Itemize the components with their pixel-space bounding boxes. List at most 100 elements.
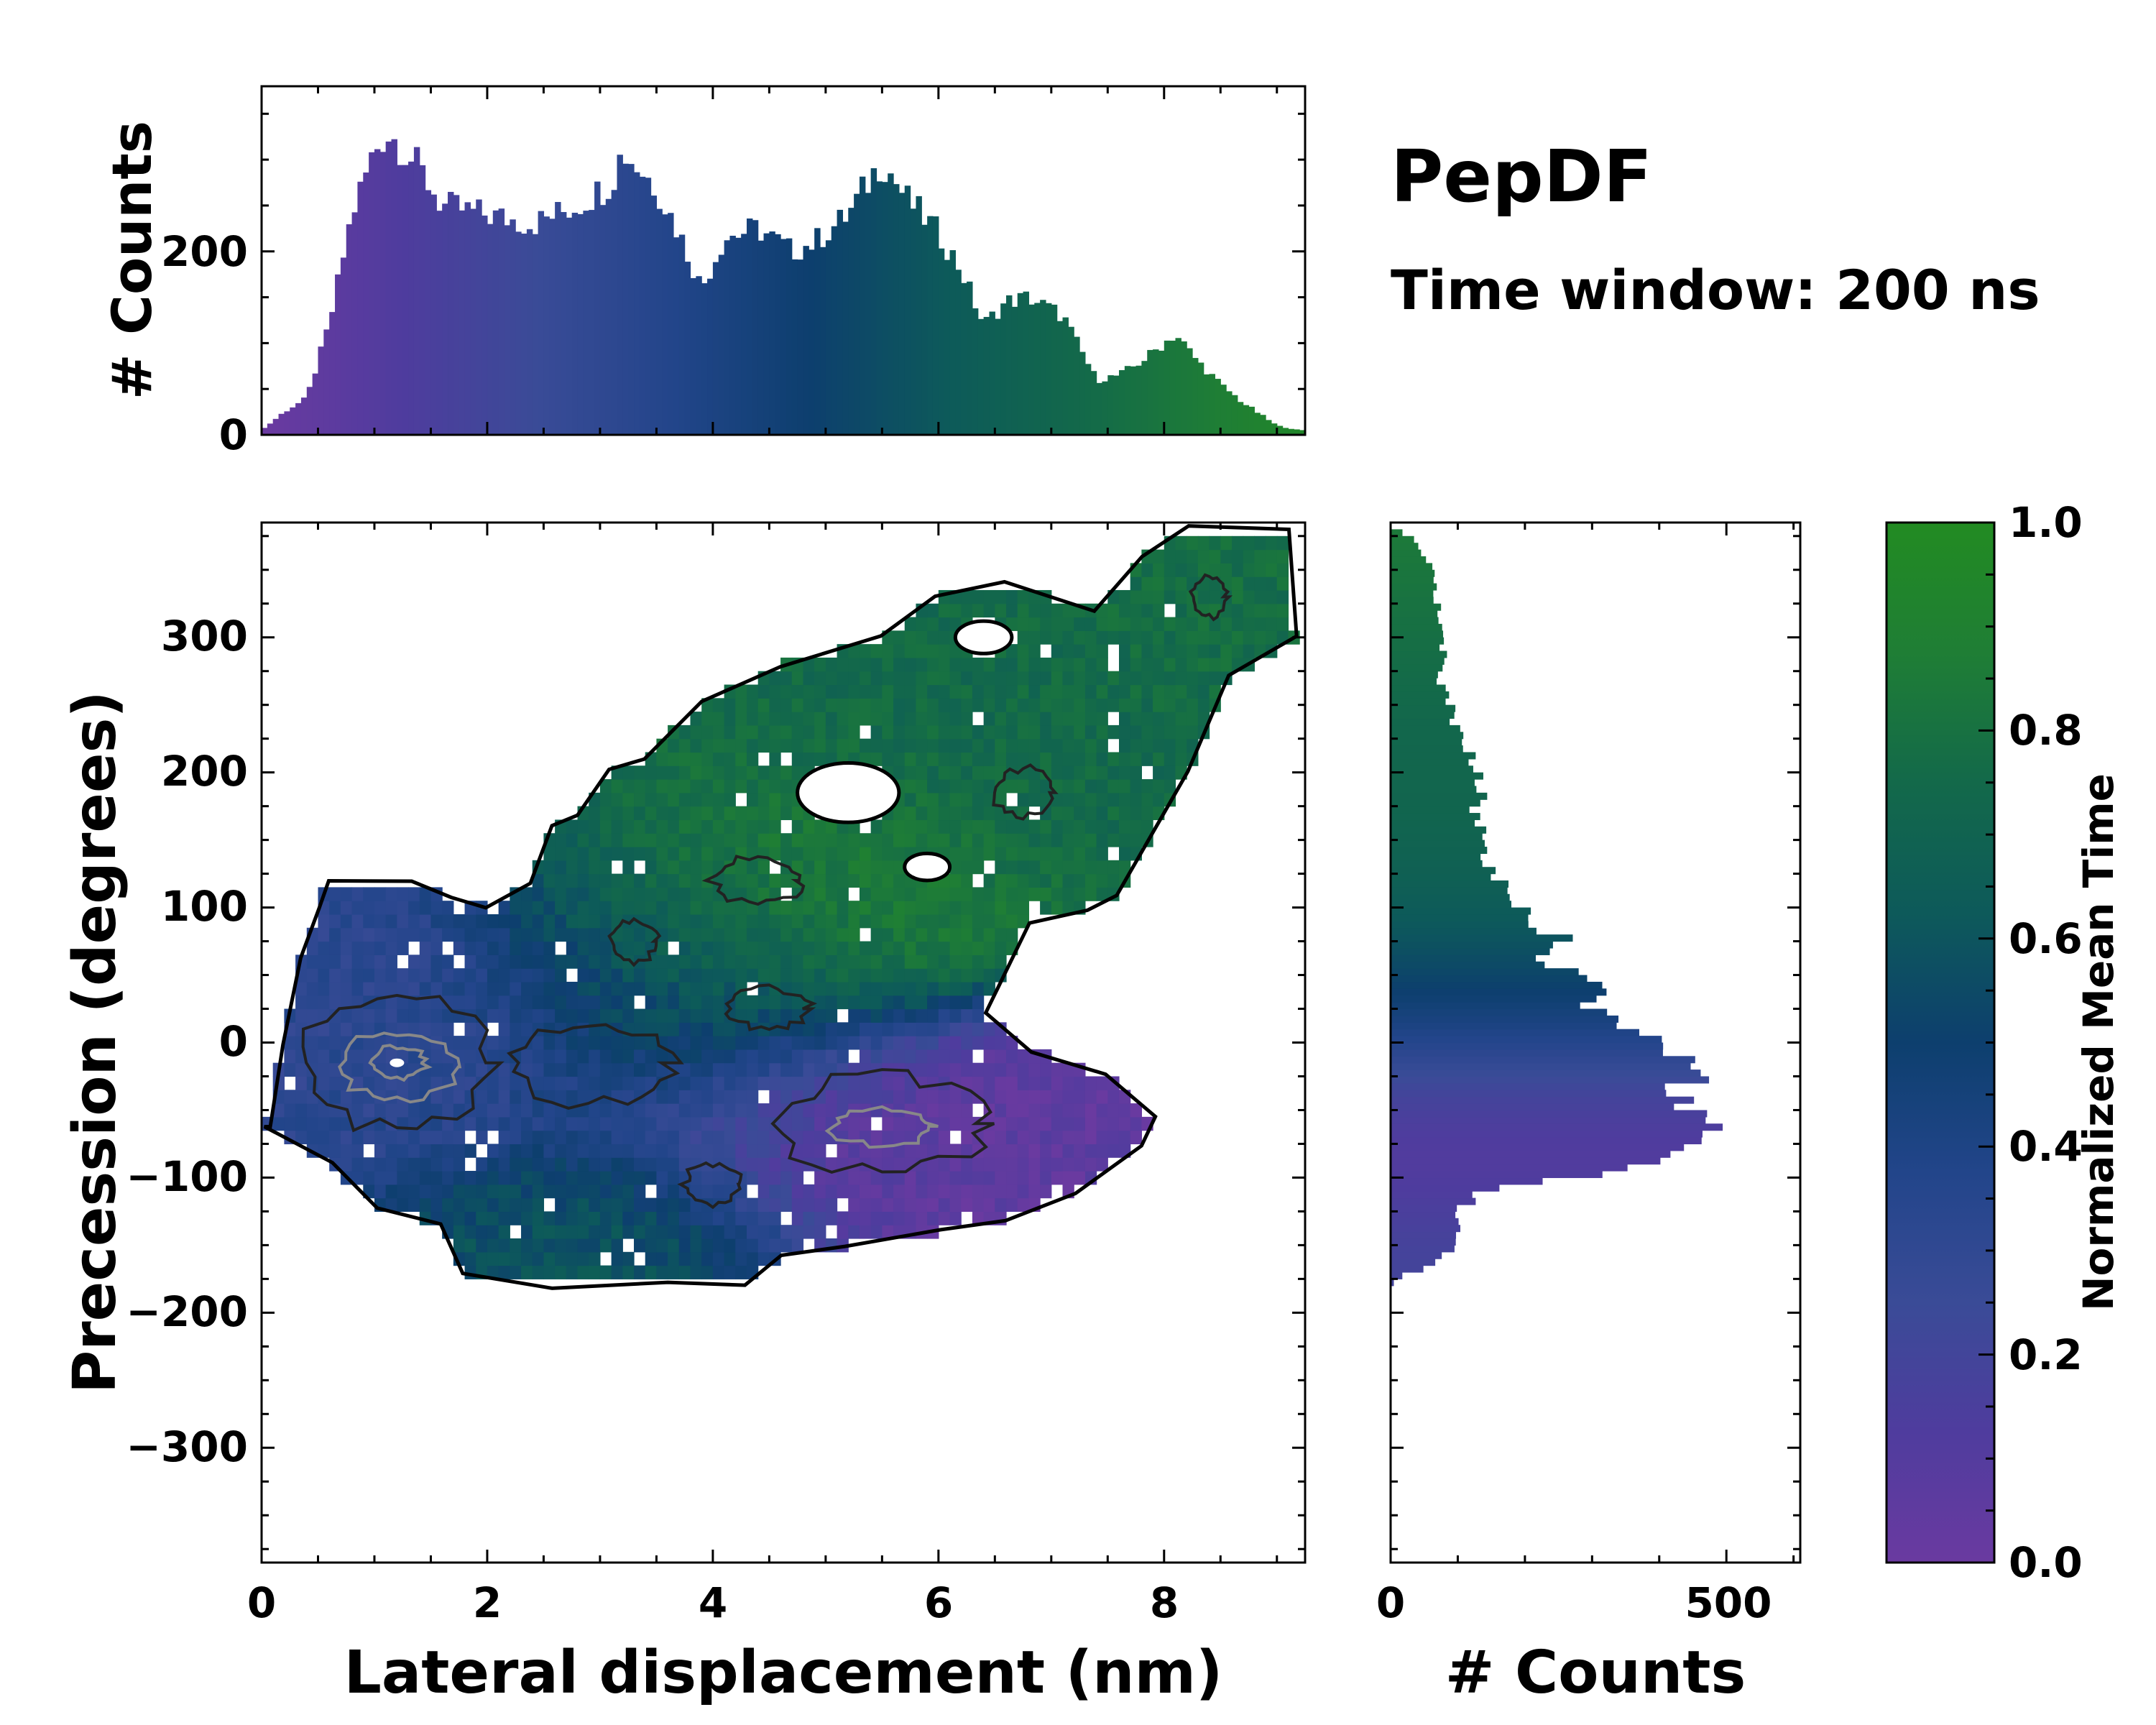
heatmap-cell bbox=[757, 792, 770, 807]
heatmap-cell bbox=[577, 1022, 589, 1036]
heatmap-cell bbox=[1164, 724, 1176, 740]
heatmap-cell bbox=[555, 1116, 567, 1131]
heatmap-cell bbox=[408, 1103, 420, 1118]
heatmap-cell bbox=[746, 954, 759, 969]
heatmap-cell bbox=[848, 833, 860, 847]
heatmap-cell bbox=[543, 1211, 556, 1225]
heatmap-cell bbox=[1028, 833, 1041, 847]
heatmap-cell bbox=[814, 981, 826, 996]
heatmap-cell bbox=[859, 1184, 872, 1199]
heatmap-cell bbox=[1006, 1144, 1018, 1158]
heatmap-cell bbox=[543, 1171, 556, 1185]
heatmap-cell bbox=[814, 901, 826, 915]
heatmap-cell bbox=[498, 1184, 510, 1199]
density-outline bbox=[263, 524, 1299, 1290]
heatmap-cell bbox=[464, 914, 476, 929]
heatmap-cell bbox=[1187, 644, 1199, 658]
heatmap-cell bbox=[408, 927, 420, 942]
heatmap-cell bbox=[938, 819, 951, 834]
heatmap-cell bbox=[1175, 712, 1187, 726]
heatmap-cell bbox=[1074, 1157, 1086, 1172]
heatmap-cell bbox=[690, 941, 702, 955]
heatmap-cell bbox=[656, 1171, 668, 1185]
right-histogram-bar bbox=[1391, 968, 1579, 976]
heatmap-cell bbox=[1141, 779, 1153, 794]
heatmap-cell bbox=[825, 1103, 838, 1118]
heatmap-cell bbox=[961, 712, 973, 726]
top-histogram-bar bbox=[628, 164, 635, 435]
heatmap-cell bbox=[1175, 752, 1187, 766]
heatmap-cell bbox=[1231, 549, 1244, 564]
heatmap-cell bbox=[983, 738, 995, 753]
heatmap-cell bbox=[848, 1076, 860, 1090]
heatmap-cell bbox=[611, 1103, 623, 1118]
heatmap-cell bbox=[916, 792, 928, 807]
right-histogram-bar bbox=[1391, 826, 1487, 834]
heatmap-cell bbox=[701, 1144, 714, 1158]
heatmap-cell bbox=[701, 1171, 714, 1185]
heatmap-cell bbox=[668, 752, 680, 766]
heatmap-cell bbox=[521, 1022, 533, 1036]
heatmap-cell bbox=[916, 927, 928, 942]
right-histogram-bar bbox=[1391, 1116, 1706, 1124]
heatmap-cell bbox=[566, 1251, 579, 1266]
heatmap-cell bbox=[1153, 617, 1165, 631]
heatmap-cell bbox=[419, 901, 432, 915]
heatmap-cell bbox=[701, 819, 714, 834]
heatmap-cell bbox=[464, 954, 476, 969]
heatmap-cell bbox=[1096, 1144, 1108, 1158]
right-histogram-bar bbox=[1391, 1238, 1456, 1246]
heatmap-cell bbox=[668, 738, 680, 753]
heatmap-cell bbox=[555, 995, 567, 1010]
heatmap-cell bbox=[757, 1197, 770, 1213]
heatmap-cell bbox=[780, 765, 793, 780]
heatmap-cell bbox=[757, 724, 770, 740]
heatmap-cell bbox=[1084, 698, 1097, 712]
colorbar-tick-label: 0.8 bbox=[2009, 706, 2083, 755]
heatmap-cell bbox=[1074, 833, 1086, 847]
heatmap-cell bbox=[712, 1184, 725, 1199]
heatmap-cell bbox=[791, 684, 804, 699]
heatmap-cell bbox=[1118, 1116, 1131, 1131]
heatmap-cell bbox=[1051, 712, 1064, 726]
heatmap-cell bbox=[769, 901, 781, 915]
heatmap-cell bbox=[814, 684, 826, 699]
heatmap-cell bbox=[408, 1076, 420, 1090]
heatmap-cell bbox=[532, 1238, 545, 1253]
heatmap-cell bbox=[668, 1197, 680, 1213]
heatmap-cell bbox=[735, 684, 747, 699]
heatmap-cell bbox=[634, 1265, 646, 1279]
top-histogram-bar bbox=[1260, 415, 1266, 435]
heatmap-cell bbox=[566, 1238, 579, 1253]
heatmap-cell bbox=[961, 1130, 973, 1145]
heatmap-cell bbox=[859, 1036, 872, 1050]
heatmap-cell bbox=[453, 1090, 466, 1104]
heatmap-cell bbox=[882, 752, 894, 766]
heatmap-cell bbox=[1040, 806, 1052, 821]
heatmap-cell bbox=[295, 1130, 308, 1145]
heatmap-cell bbox=[430, 1022, 443, 1036]
right-histogram-bar bbox=[1391, 1265, 1424, 1273]
heatmap-cell bbox=[769, 1211, 781, 1225]
heatmap-cell bbox=[521, 981, 533, 996]
heatmap-cell bbox=[1006, 901, 1018, 915]
heatmap-cell bbox=[1051, 1130, 1064, 1145]
heatmap-cell bbox=[555, 914, 567, 929]
contour-line bbox=[770, 1068, 995, 1174]
heatmap-cell bbox=[1074, 738, 1086, 753]
heatmap-cell bbox=[385, 1103, 397, 1118]
right-histogram-bar bbox=[1391, 1271, 1403, 1279]
heatmap-cell bbox=[837, 887, 849, 901]
heatmap-cell bbox=[521, 954, 533, 969]
heatmap-cell bbox=[1017, 724, 1030, 740]
right-histogram-bar bbox=[1391, 657, 1445, 665]
heatmap-cell bbox=[622, 1211, 635, 1225]
heatmap-cell bbox=[1062, 603, 1074, 618]
heatmap-cell bbox=[476, 1211, 488, 1225]
heatmap-cell bbox=[656, 1197, 668, 1213]
heatmap-cell bbox=[622, 887, 635, 901]
heatmap-cell bbox=[870, 724, 883, 740]
top-histogram-bar bbox=[757, 240, 765, 435]
heatmap-cell bbox=[363, 1171, 375, 1185]
heatmap-cell bbox=[1017, 873, 1030, 888]
